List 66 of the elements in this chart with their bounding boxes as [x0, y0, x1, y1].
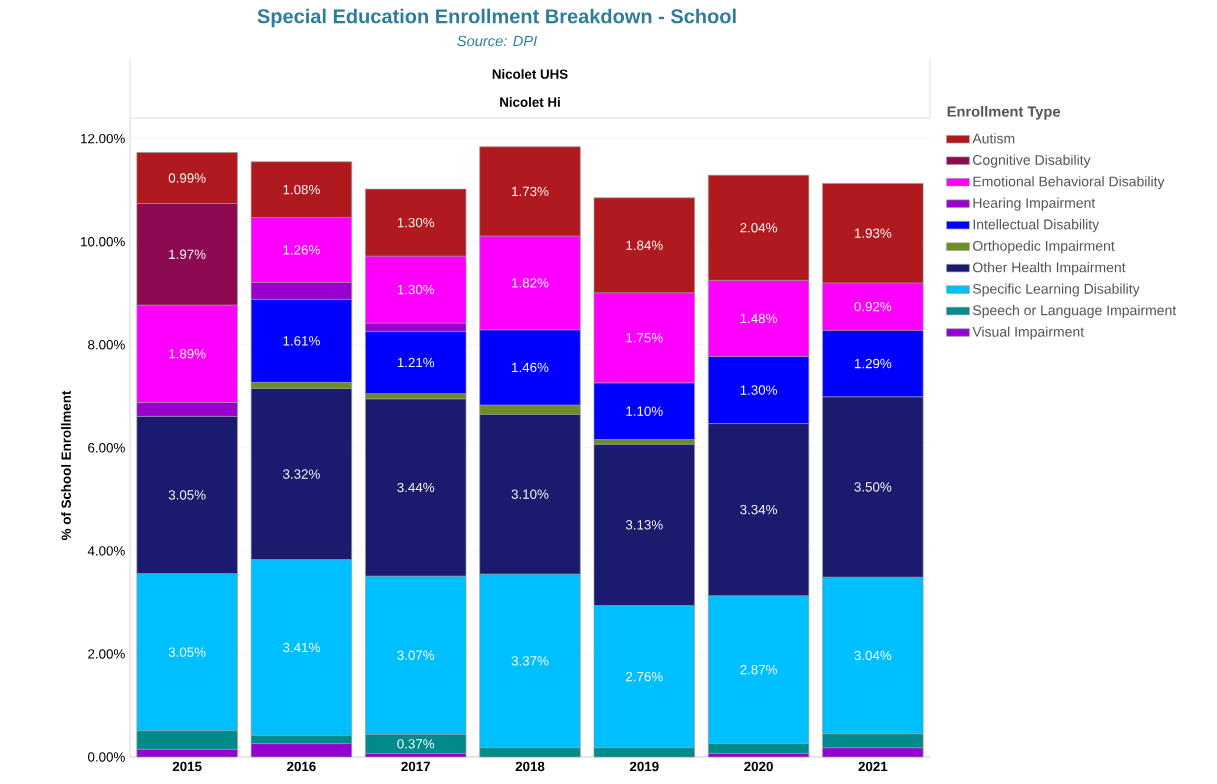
data-label: 1.30%	[740, 385, 778, 395]
data-label: 3.05%	[168, 490, 206, 500]
data-label: 1.61%	[283, 336, 320, 346]
legend-label: Other Health Impairment	[973, 262, 1126, 276]
data-label: 3.34%	[740, 504, 778, 515]
data-label: 3.41%	[283, 642, 320, 653]
data-label: 2.76%	[626, 671, 663, 682]
legend-label: Cognitive Disability	[973, 154, 1091, 168]
y-axis-title: % of School Enrollment	[61, 390, 71, 540]
data-label: 1.93%	[854, 228, 892, 238]
legend-label: Visual Impairment	[972, 326, 1085, 340]
x-tick-label: 2020	[744, 761, 773, 772]
data-label: 3.50%	[854, 482, 892, 492]
data-label: 3.10%	[511, 489, 549, 499]
y-tick-label: 10.00%	[81, 236, 125, 247]
legend-title: Enrollment Type	[947, 106, 1061, 120]
chart-subtitle: Source: DPI	[457, 35, 538, 47]
data-label: 1.30%	[397, 217, 435, 228]
data-label: 1.48%	[740, 313, 778, 324]
y-tick-label: 4.00%	[87, 546, 125, 556]
data-label: 3.44%	[397, 482, 435, 493]
data-label: 3.13%	[625, 520, 663, 530]
legend-label: Hearing Impairment	[973, 197, 1096, 211]
data-label: 0.99%	[168, 173, 206, 183]
data-label: 1.46%	[512, 362, 549, 373]
x-tick-label: 2019	[629, 761, 659, 772]
data-label: 2.04%	[740, 223, 778, 233]
data-label: 1.29%	[854, 358, 892, 369]
legend-label: Speech or Language Impairment	[972, 305, 1177, 319]
data-label: 1.75%	[626, 333, 663, 343]
text: Nicolet UHS	[492, 69, 568, 79]
x-tick-label: 2017	[401, 761, 430, 772]
data-label: 3.32%	[283, 469, 320, 479]
x-tick-label: 2015	[172, 761, 202, 772]
y-tick-label: 6.00%	[88, 443, 125, 453]
data-label: 3.37%	[511, 656, 549, 666]
legend-label: Intellectual Disability	[973, 219, 1100, 233]
data-label: 3.04%	[854, 650, 892, 661]
text: Nicolet Hi	[500, 97, 560, 107]
x-tick-label: 2021	[858, 761, 888, 772]
chart-title: Special Education Enrollment Breakdown - School	[257, 8, 736, 28]
data-label: 1.21%	[397, 357, 435, 368]
data-label: 1.84%	[626, 240, 663, 250]
data-label: 1.10%	[626, 406, 663, 416]
data-label: 2.87%	[740, 664, 778, 675]
legend-label: Orthopedic Impairment	[973, 240, 1115, 254]
data-label: 1.08%	[283, 184, 320, 195]
legend-label: Specific Learning Disability	[972, 283, 1140, 297]
data-label: 1.73%	[512, 186, 549, 197]
x-tick-label: 2018	[515, 761, 545, 772]
data-label: 3.07%	[397, 650, 435, 660]
data-label: 1.89%	[169, 349, 206, 359]
y-tick-label: 0.00%	[88, 752, 125, 762]
data-label: 1.30%	[397, 284, 435, 295]
y-tick-label: 2.00%	[88, 649, 125, 659]
legend-label: Emotional Behavioral Disability	[973, 176, 1165, 190]
y-tick-label: 12.00%	[81, 133, 125, 144]
data-label: 0.37%	[397, 739, 435, 749]
data-label: 0.92%	[854, 301, 892, 312]
data-label: 1.26%	[283, 245, 320, 255]
y-tick-label: 8.00%	[88, 340, 125, 350]
data-label: 1.97%	[169, 249, 206, 259]
data-label: 3.05%	[168, 647, 206, 657]
data-label: 1.82%	[512, 278, 549, 288]
legend-label: Autism	[972, 133, 1015, 144]
x-tick-label: 2016	[287, 761, 316, 772]
